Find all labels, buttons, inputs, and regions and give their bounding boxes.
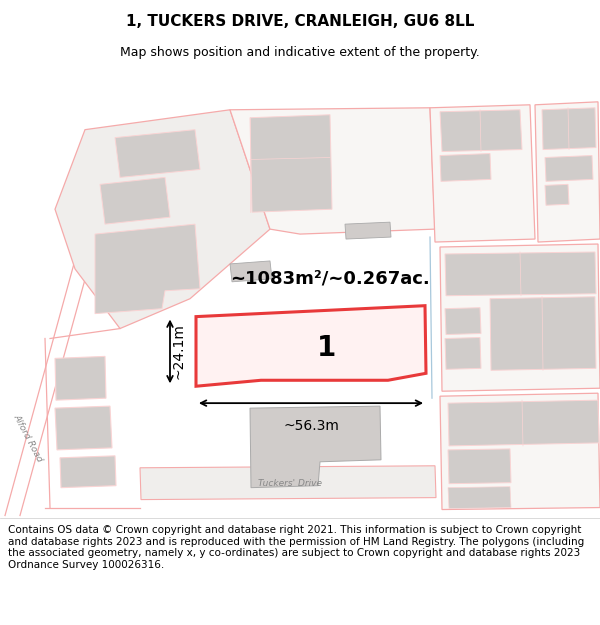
Polygon shape	[545, 156, 593, 181]
Polygon shape	[445, 252, 596, 296]
Polygon shape	[248, 318, 386, 368]
Polygon shape	[60, 456, 116, 488]
Polygon shape	[55, 110, 270, 329]
Polygon shape	[440, 244, 600, 391]
Polygon shape	[542, 107, 596, 149]
Polygon shape	[448, 400, 599, 446]
Text: ~56.3m: ~56.3m	[283, 419, 339, 433]
Polygon shape	[440, 154, 491, 181]
Polygon shape	[440, 393, 600, 509]
Polygon shape	[55, 406, 112, 450]
Text: Map shows position and indicative extent of the property.: Map shows position and indicative extent…	[120, 46, 480, 59]
Polygon shape	[445, 308, 481, 334]
Polygon shape	[140, 466, 436, 499]
Polygon shape	[440, 110, 522, 151]
Polygon shape	[490, 297, 596, 371]
Text: Alford Road: Alford Road	[11, 412, 44, 463]
Polygon shape	[196, 306, 426, 386]
Polygon shape	[535, 102, 600, 242]
Polygon shape	[345, 222, 391, 239]
Polygon shape	[55, 356, 106, 400]
Text: Contains OS data © Crown copyright and database right 2021. This information is : Contains OS data © Crown copyright and d…	[8, 525, 584, 570]
Text: 1, TUCKERS DRIVE, CRANLEIGH, GU6 8LL: 1, TUCKERS DRIVE, CRANLEIGH, GU6 8LL	[126, 14, 474, 29]
Polygon shape	[448, 449, 511, 484]
Polygon shape	[95, 224, 200, 314]
Text: 1: 1	[316, 334, 335, 362]
Text: Tuckers' Drive: Tuckers' Drive	[258, 479, 322, 488]
Polygon shape	[230, 261, 272, 282]
Polygon shape	[100, 177, 170, 224]
Polygon shape	[230, 107, 435, 234]
Polygon shape	[448, 487, 511, 509]
Polygon shape	[115, 129, 200, 178]
Text: ~24.1m: ~24.1m	[172, 324, 186, 379]
Polygon shape	[545, 184, 569, 205]
Polygon shape	[445, 338, 481, 369]
Polygon shape	[250, 115, 332, 212]
Polygon shape	[430, 105, 535, 242]
Text: ~1083m²/~0.267ac.: ~1083m²/~0.267ac.	[230, 270, 430, 288]
Polygon shape	[250, 406, 381, 488]
Polygon shape	[202, 322, 239, 348]
